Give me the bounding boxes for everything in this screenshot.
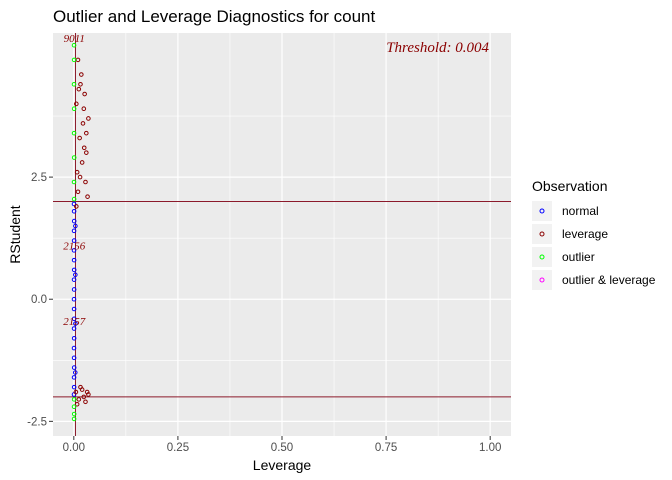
point-leverage: [74, 101, 79, 107]
point-leverage: [84, 389, 90, 395]
point-leverage: [82, 91, 87, 97]
point-leverage: [76, 397, 82, 402]
point-outlier: [71, 106, 77, 112]
legend-key: [532, 270, 552, 290]
chart-title: Outlier and Leverage Diagnostics for cou…: [53, 7, 376, 26]
point-outlier: [71, 57, 77, 63]
legend-key: [532, 201, 552, 221]
point-normal: [73, 223, 78, 229]
x-tick-label: 0.00: [63, 442, 85, 454]
legend-symbol: [539, 254, 545, 260]
point-leverage: [86, 116, 91, 121]
point-normal: [71, 375, 77, 380]
x-tick-label: 1.00: [479, 442, 501, 454]
point-normal: [71, 208, 77, 214]
legend-symbol: [539, 277, 545, 283]
point-outlier: [71, 155, 77, 160]
point-leverage: [74, 401, 80, 407]
point-leverage: [81, 394, 87, 400]
point-labels: 9011 2156 2157: [63, 33, 86, 328]
legend-label: leverage: [562, 227, 608, 241]
scatter-points: [71, 42, 91, 422]
y-tick-label: 0.0: [31, 294, 47, 306]
legend-symbol: [539, 208, 545, 214]
x-axis-ticks: 0.00 0.25 0.50 0.75 1.00: [63, 436, 501, 454]
point-leverage: [78, 81, 83, 87]
point-normal: [71, 384, 77, 390]
point-normal: [71, 365, 77, 370]
point-leverage: [83, 179, 88, 185]
y-axis-ticks: -2.5 0.0 2.5: [27, 172, 53, 428]
point-normal: [71, 257, 77, 263]
point-normal: [71, 267, 77, 273]
legend: Observation normal leverage outlier outlier…: [532, 178, 656, 290]
point-normal: [72, 370, 78, 375]
legend-label: normal: [562, 204, 599, 218]
point-normal: [71, 248, 77, 253]
point-leverage: [79, 72, 84, 77]
point-normal: [71, 228, 77, 234]
grid-lines: [53, 33, 511, 436]
point-leverage: [83, 399, 88, 405]
threshold-annotation: Threshold: 0.004: [386, 40, 489, 56]
legend-key: [532, 224, 552, 244]
point-outlier: [71, 130, 77, 136]
point-leverage: [77, 174, 83, 180]
point-normal: [73, 272, 78, 278]
point-normal: [71, 238, 77, 243]
x-tick-label: 0.25: [167, 442, 189, 454]
point-outlier: [71, 397, 77, 402]
point-normal: [71, 277, 77, 282]
point-leverage: [76, 86, 82, 92]
legend-key: [532, 247, 552, 267]
x-tick-label: 0.75: [375, 442, 397, 454]
point-outlier: [71, 404, 77, 409]
point-normal: [71, 316, 77, 322]
point-outlier: [71, 416, 77, 422]
point-normal: [71, 296, 77, 302]
point-outlier: [71, 411, 77, 417]
point-leverage: [85, 194, 90, 199]
point-normal: [73, 321, 78, 326]
point-leverage: [74, 204, 79, 209]
point-leverage: [84, 130, 89, 136]
x-axis-title: Leverage: [253, 457, 312, 473]
point-leverage: [80, 121, 86, 126]
point-leverage: [74, 169, 80, 175]
y-tick-label: -2.5: [27, 416, 47, 428]
x-tick-label: 0.50: [271, 442, 293, 454]
point-outlier: [71, 42, 77, 48]
point-outlier: [71, 179, 77, 185]
legend-label: outlier & leverage: [562, 273, 656, 287]
point-leverage: [75, 189, 81, 195]
point-leverage: [79, 160, 85, 165]
point-normal: [71, 306, 77, 312]
legend-label: outlier: [562, 250, 595, 264]
point-normal: [71, 201, 77, 207]
point-outlier: [71, 81, 77, 87]
point-normal: [71, 345, 77, 351]
point-normal: [71, 326, 77, 331]
point-leverage: [78, 384, 83, 390]
legend-symbol: [539, 231, 545, 237]
point-leverage: [81, 106, 87, 112]
legend-title: Observation: [532, 178, 607, 194]
point-label: 9011: [64, 33, 85, 45]
point-leverage: [81, 145, 87, 151]
y-axis-title: RStudent: [7, 205, 23, 263]
point-label: 2157: [63, 316, 86, 328]
point-outlier: [71, 196, 77, 202]
point-normal: [71, 355, 77, 361]
point-leverage: [84, 150, 89, 155]
point-normal: [71, 218, 77, 224]
point-label: 2156: [63, 240, 86, 252]
point-normal: [71, 336, 77, 341]
legend-items: normal leverage outlier outlier & leverage: [532, 201, 656, 290]
point-leverage: [73, 389, 79, 395]
y-tick-label: 2.5: [31, 172, 47, 184]
point-leverage: [77, 135, 82, 141]
point-normal: [71, 287, 77, 292]
